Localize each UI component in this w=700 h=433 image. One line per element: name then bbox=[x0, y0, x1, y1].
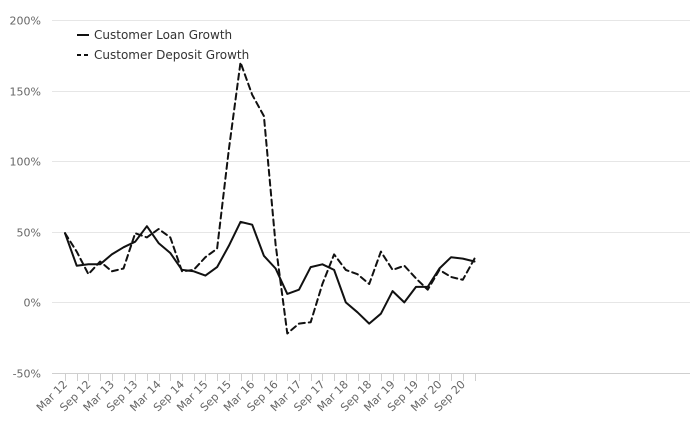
y-tick-label: 150% bbox=[10, 86, 41, 99]
legend-label: Customer Loan Growth bbox=[94, 28, 232, 42]
legend: Customer Loan Growth Customer Deposit Gro… bbox=[77, 28, 249, 62]
series-line-loan-growth bbox=[64, 220, 476, 325]
y-tick-label: 200% bbox=[10, 15, 41, 28]
y-tick-label: 100% bbox=[10, 156, 41, 169]
y-tick-label: -50% bbox=[13, 368, 41, 381]
legend-label: Customer Deposit Growth bbox=[94, 48, 249, 62]
gridlines bbox=[52, 20, 690, 374]
y-axis: -50% 0% 50% 100% 150% 200% bbox=[10, 15, 41, 381]
y-tick-label: 0% bbox=[24, 297, 41, 310]
series-line-deposit-growth bbox=[64, 61, 476, 335]
y-tick-label: 50% bbox=[17, 227, 41, 240]
plot-area bbox=[64, 61, 476, 335]
